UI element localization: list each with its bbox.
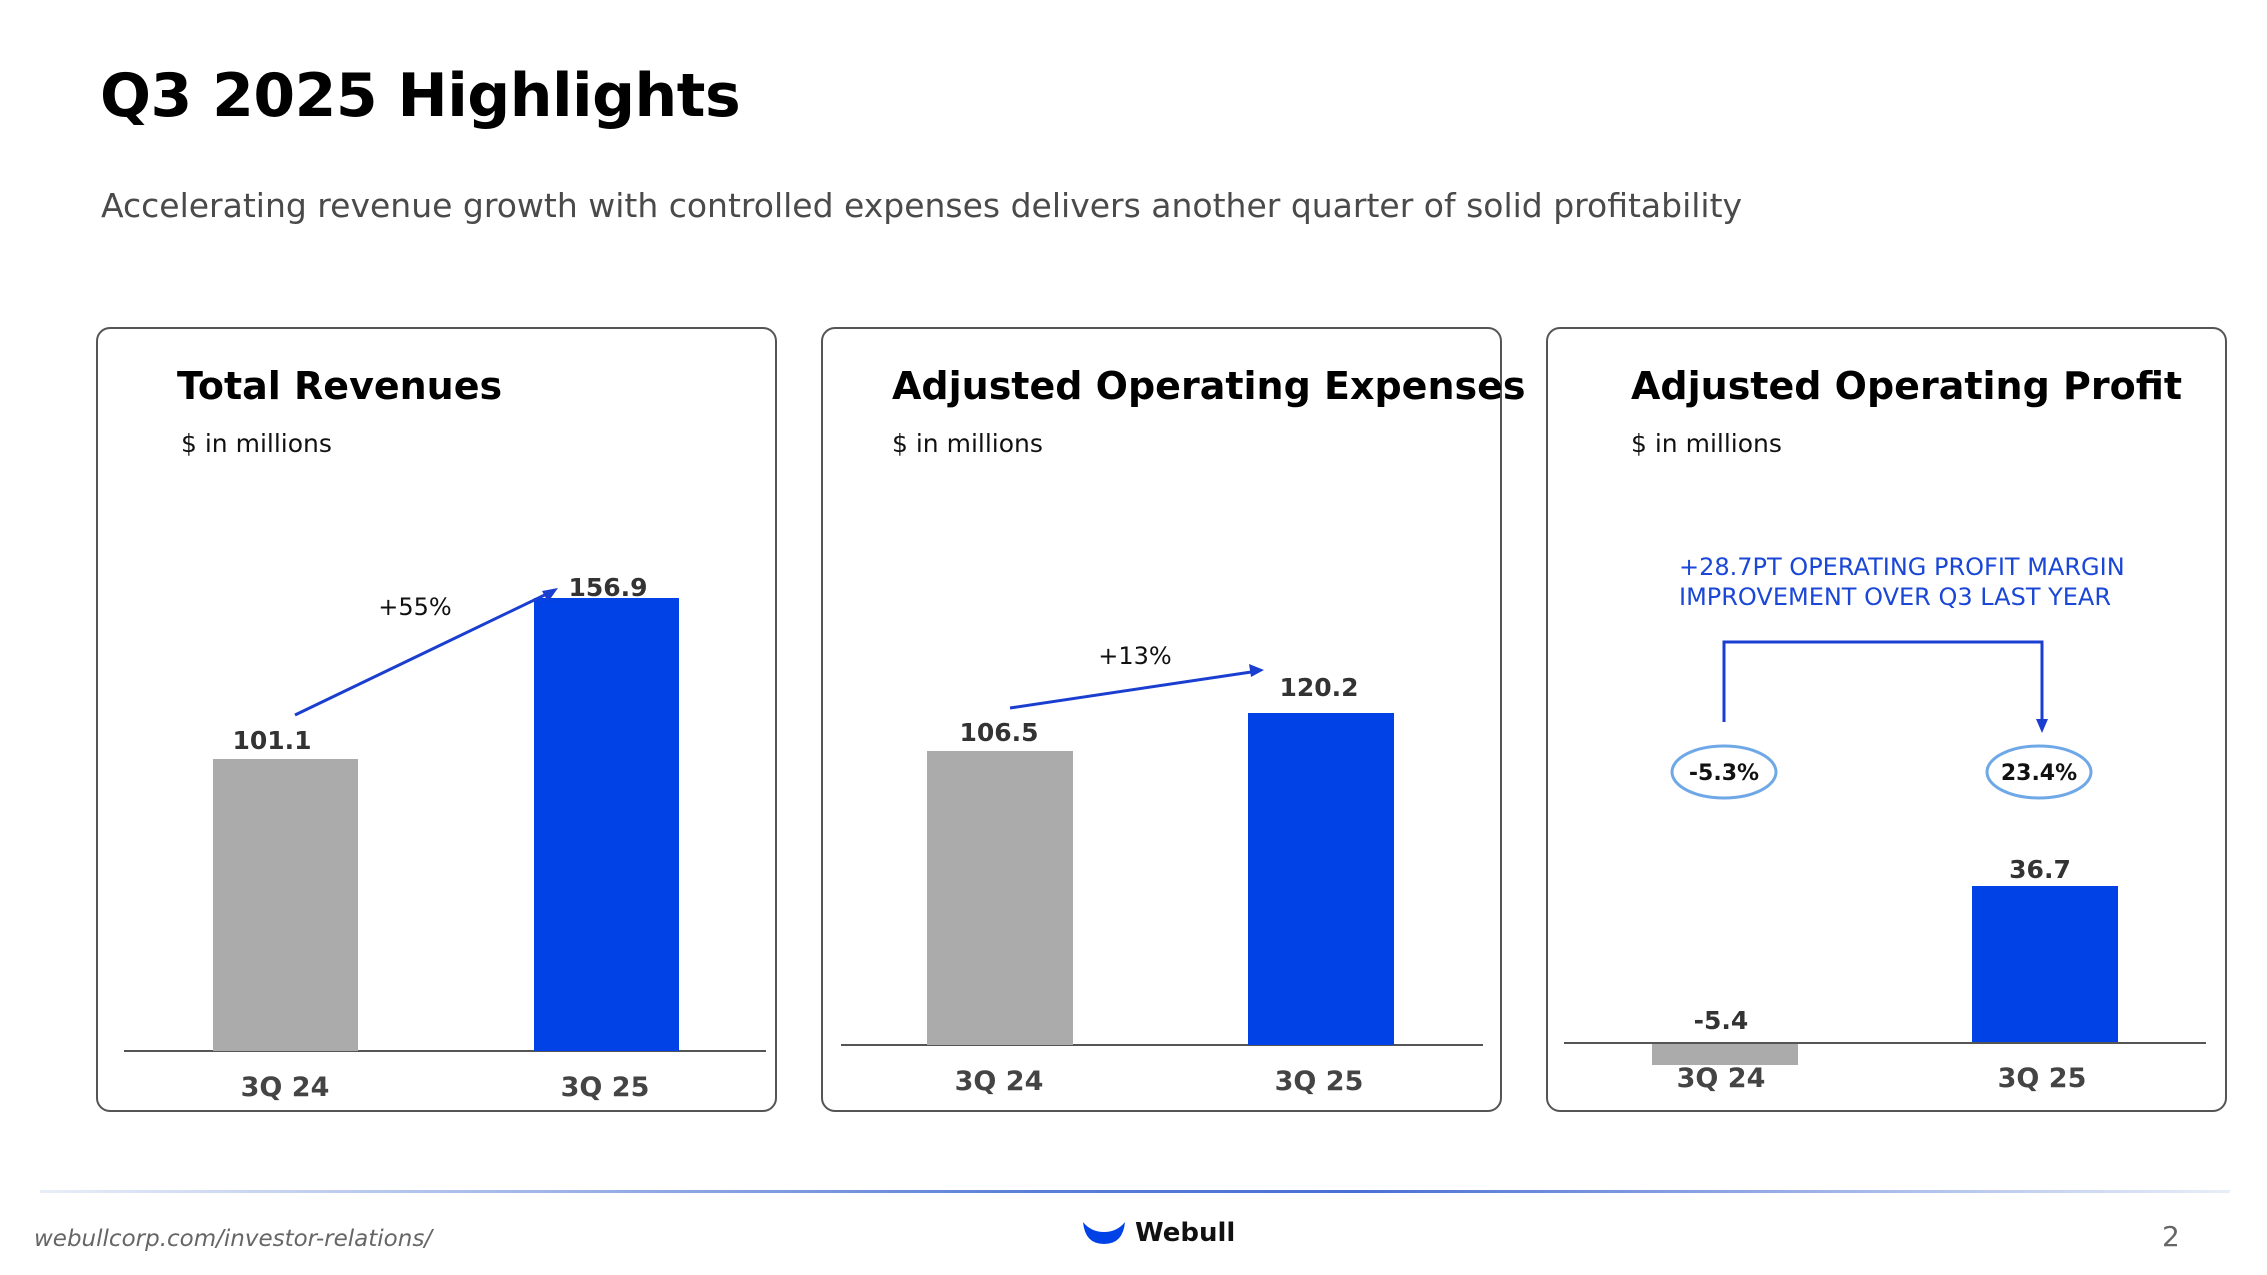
margin-bracket-connector bbox=[1722, 640, 2044, 724]
page-subtitle: Accelerating revenue growth with control… bbox=[101, 186, 1743, 225]
logo-text: Webull bbox=[1135, 1218, 1236, 1248]
adjusted-operating-expenses-card: Adjusted Operating Expenses $ in million… bbox=[821, 327, 1526, 1112]
value-label-3q25: 156.9 bbox=[568, 573, 647, 602]
growth-arrow bbox=[294, 589, 554, 717]
webull-logo: Webull bbox=[1081, 1216, 1235, 1250]
value-label-3q24: 101.1 bbox=[232, 726, 311, 755]
webull-logo-icon bbox=[1083, 1222, 1125, 1244]
card-unit-label: $ in millions bbox=[892, 429, 1043, 458]
card-title: Adjusted Operating Expenses bbox=[892, 364, 1526, 408]
category-label-3q25: 3Q 25 bbox=[1275, 1066, 1364, 1097]
growth-label: +13% bbox=[1098, 642, 1171, 670]
growth-label: +55% bbox=[378, 593, 451, 621]
total-revenues-card: Total Revenues $ in millions 101.1 156.9… bbox=[96, 327, 777, 1112]
growth-arrowhead bbox=[542, 588, 558, 602]
growth-arrow bbox=[1009, 669, 1259, 710]
page-number: 2 bbox=[2162, 1220, 2180, 1253]
category-label-3q25: 3Q 25 bbox=[1998, 1063, 2087, 1094]
bar-3q24 bbox=[1652, 1043, 1798, 1065]
adjusted-operating-profit-chart: +28.7PT OPERATING PROFIT MARGIN IMPROVEM… bbox=[1564, 553, 2206, 1094]
footer-divider bbox=[40, 1190, 2230, 1193]
value-label-3q25: 36.7 bbox=[2009, 855, 2071, 884]
adjusted-operating-expenses-chart: 106.5 120.2 +13% 3Q 24 3Q 25 bbox=[841, 642, 1483, 1097]
total-revenues-chart: 101.1 156.9 +55% 3Q 24 3Q 25 bbox=[124, 573, 766, 1103]
margin-label-3q24: -5.3% bbox=[1689, 761, 1759, 786]
bar-3q24 bbox=[213, 759, 358, 1051]
margin-annotation-line-1: +28.7PT OPERATING PROFIT MARGIN bbox=[1679, 553, 2125, 581]
bar-3q24 bbox=[927, 751, 1073, 1045]
category-label-3q24: 3Q 24 bbox=[955, 1066, 1044, 1097]
bar-3q25 bbox=[534, 598, 679, 1051]
category-label-3q24: 3Q 24 bbox=[241, 1072, 330, 1103]
bar-3q25 bbox=[1248, 713, 1394, 1045]
margin-bubble-3q25 bbox=[1985, 744, 2093, 800]
margin-label-3q25: 23.4% bbox=[2001, 761, 2077, 786]
value-label-3q25: 120.2 bbox=[1279, 673, 1358, 702]
growth-arrowhead bbox=[1249, 664, 1264, 677]
page-title: Q3 2025 Highlights bbox=[100, 61, 741, 131]
margin-annotation-line-2: IMPROVEMENT OVER Q3 LAST YEAR bbox=[1679, 583, 2111, 611]
value-label-3q24: -5.4 bbox=[1694, 1006, 1749, 1035]
card-unit-label: $ in millions bbox=[1631, 429, 1782, 458]
footer-url-link[interactable]: webullcorp.com/investor-relations/ bbox=[34, 1226, 433, 1252]
margin-bubble-3q24 bbox=[1670, 744, 1778, 800]
adjusted-operating-profit-card: Adjusted Operating Profit $ in millions … bbox=[1546, 327, 2227, 1112]
margin-bracket-arrowhead bbox=[2036, 719, 2048, 733]
category-label-3q24: 3Q 24 bbox=[1677, 1063, 1766, 1094]
value-label-3q24: 106.5 bbox=[959, 718, 1038, 747]
card-title: Adjusted Operating Profit bbox=[1631, 364, 2183, 408]
card-title: Total Revenues bbox=[177, 364, 503, 408]
bar-3q25 bbox=[1972, 886, 2118, 1043]
category-label-3q25: 3Q 25 bbox=[561, 1072, 650, 1103]
card-unit-label: $ in millions bbox=[181, 429, 332, 458]
